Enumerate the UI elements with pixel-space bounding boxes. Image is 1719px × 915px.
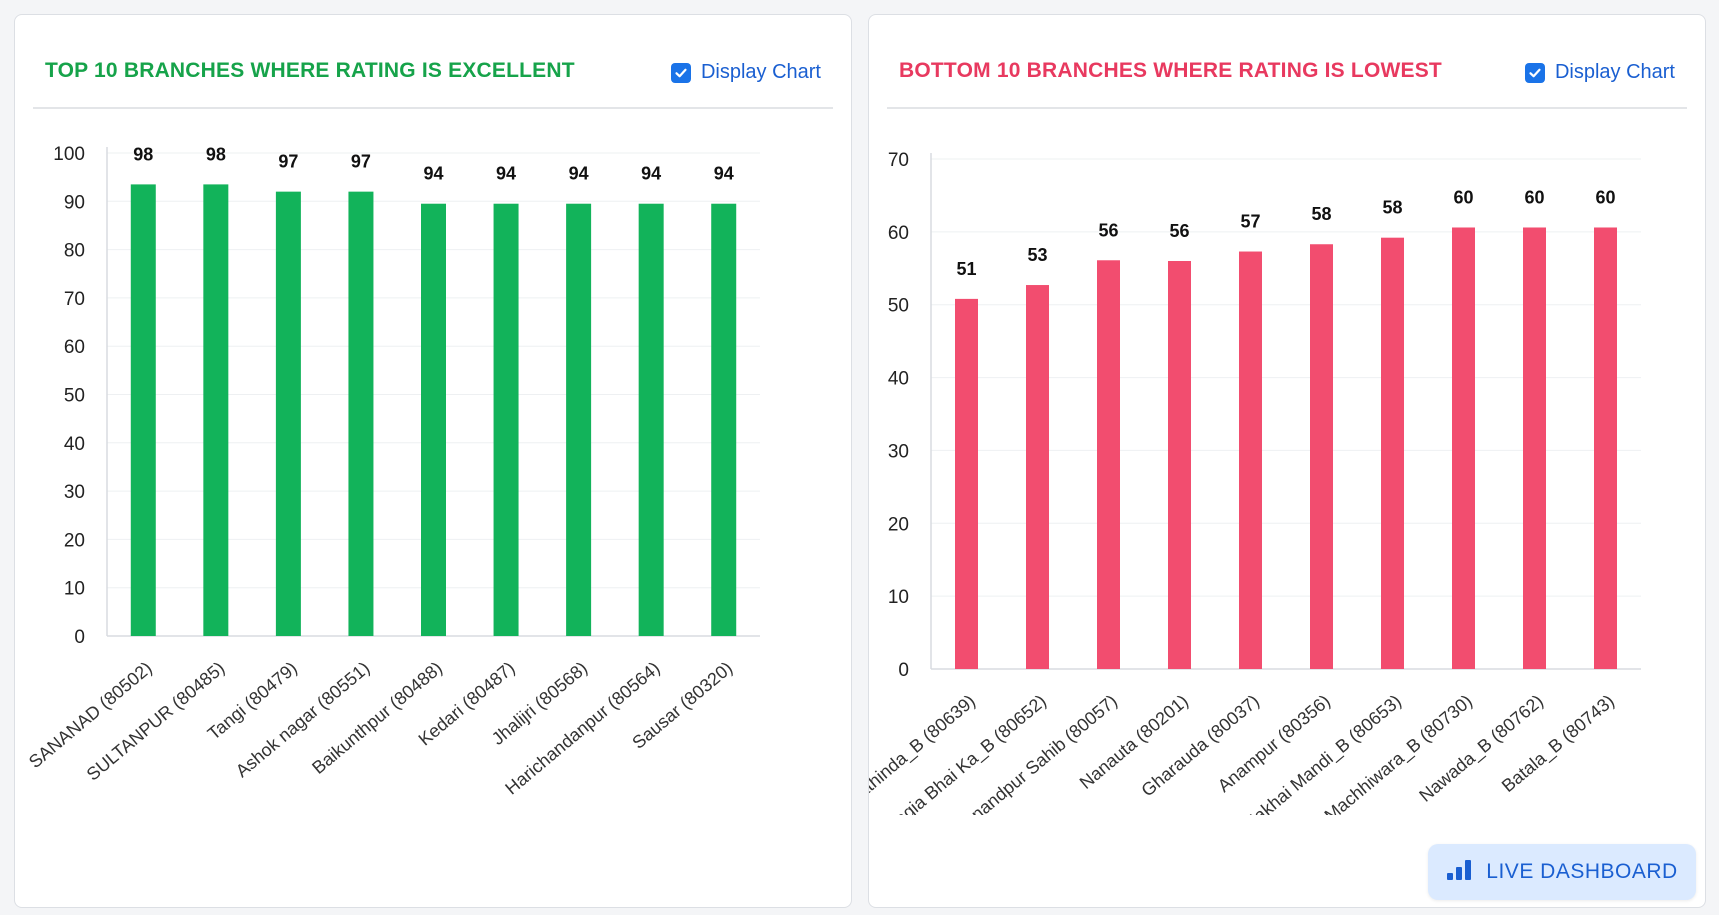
y-tick-label: 20 [64, 530, 85, 551]
display-chart-toggle-right[interactable]: Display Chart [1524, 61, 1675, 84]
data-label: 56 [1169, 221, 1189, 241]
bar [493, 203, 519, 636]
bar [348, 191, 374, 636]
x-tick-label: SULTANPUR (80485) [83, 658, 229, 785]
x-tick-label: Ashok nagar (80551) [232, 658, 374, 781]
y-tick-label: 50 [888, 296, 909, 317]
data-label: 97 [278, 152, 298, 172]
y-tick-label: 30 [64, 482, 85, 503]
x-tick-label: Nawada_B (80762) [1415, 691, 1547, 807]
x-tick-label: Baikunthpur (80488) [308, 658, 446, 778]
panel-divider [33, 107, 833, 109]
data-label: 60 [1595, 187, 1615, 207]
data-label: 53 [1027, 245, 1047, 265]
bar [275, 191, 301, 636]
data-label: 94 [641, 164, 661, 184]
bar [638, 203, 664, 636]
bar [130, 184, 156, 636]
y-tick-label: 70 [64, 289, 85, 310]
bar [1452, 227, 1475, 669]
bar [1026, 285, 1049, 669]
y-tick-label: 60 [64, 337, 85, 358]
bar [1523, 227, 1546, 669]
y-tick-label: 0 [898, 660, 909, 681]
top-branches-bar-chart: 0 10 20 30 40 50 60 70 80 90 100 98 SANANAD (80502) 9… [25, 144, 760, 798]
y-tick-label: 50 [64, 386, 85, 407]
x-tick-label: SANANAD (80502) [25, 658, 156, 772]
data-label: 58 [1311, 204, 1331, 224]
bar [955, 298, 978, 669]
data-label: 60 [1453, 187, 1473, 207]
data-label: 98 [206, 144, 226, 164]
y-tick-label: 70 [888, 150, 909, 171]
bar [203, 184, 229, 636]
data-label: 58 [1382, 198, 1402, 218]
display-chart-toggle-left[interactable]: Display Chart [670, 61, 821, 84]
bar [1239, 251, 1262, 669]
live-dashboard-label: LIVE DASHBOARD [1486, 860, 1678, 883]
data-label: 98 [133, 144, 153, 164]
top-branches-title: TOP 10 BRANCHES WHERE RATING IS EXCELLEN… [45, 59, 575, 82]
bar [1168, 261, 1191, 669]
data-label: 94 [496, 164, 516, 184]
y-tick-label: 30 [888, 441, 909, 462]
panel-divider [887, 107, 1687, 109]
bar-chart-icon [1446, 859, 1472, 886]
data-label: 60 [1524, 187, 1544, 207]
y-tick-label: 100 [53, 144, 85, 165]
bar [1310, 244, 1333, 669]
bar [1097, 260, 1120, 669]
data-label: 94 [423, 164, 443, 184]
checkbox-checked-icon[interactable] [1524, 62, 1545, 83]
data-label: 97 [351, 152, 371, 172]
checkbox-checked-icon[interactable] [670, 62, 691, 83]
y-tick-label: 0 [74, 627, 85, 648]
display-chart-label[interactable]: Display Chart [700, 61, 821, 83]
data-label: 56 [1098, 220, 1118, 240]
y-tick-label: 20 [888, 514, 909, 535]
y-tick-label: 10 [888, 587, 909, 608]
bar [1381, 237, 1404, 669]
y-tick-label: 40 [64, 434, 85, 455]
bar [566, 203, 592, 636]
data-label: 51 [956, 259, 976, 279]
x-tick-label: Gharauda (80037) [1138, 691, 1264, 801]
y-tick-label: 60 [888, 223, 909, 244]
bottom-branches-panel: BOTTOM 10 BRANCHES WHERE RATING IS LOWES… [868, 14, 1706, 908]
data-label: 94 [569, 164, 589, 184]
y-tick-label: 90 [64, 192, 85, 213]
bar [711, 203, 737, 636]
data-label: 94 [714, 164, 734, 184]
display-chart-label[interactable]: Display Chart [1554, 61, 1675, 83]
live-dashboard-button[interactable]: LIVE DASHBOARD [1428, 844, 1696, 900]
top-branches-panel: TOP 10 BRANCHES WHERE RATING IS EXCELLEN… [14, 14, 852, 908]
bar [1594, 227, 1617, 669]
data-label: 57 [1240, 212, 1260, 232]
y-tick-label: 80 [64, 241, 85, 262]
y-tick-label: 10 [64, 579, 85, 600]
bar [421, 203, 446, 636]
y-tick-label: 40 [888, 369, 909, 390]
bottom-branches-title: BOTTOM 10 BRANCHES WHERE RATING IS LOWES… [899, 59, 1442, 82]
